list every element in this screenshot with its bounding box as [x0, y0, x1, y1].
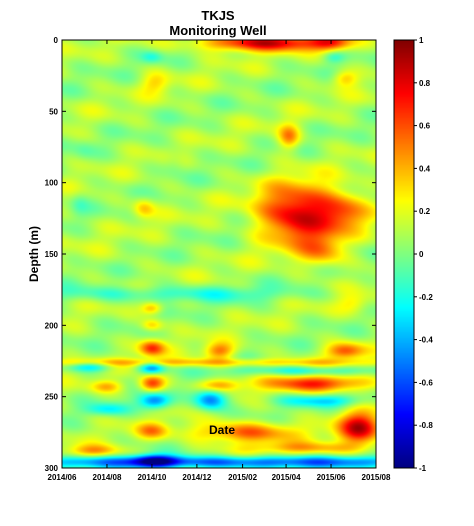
colorbar-tick-label: -0.6	[419, 378, 433, 387]
colorbar-tick-label: 0.4	[419, 164, 431, 173]
y-tick-label: 300	[45, 464, 59, 473]
x-tick-label: 2015/04	[272, 473, 301, 482]
colorbar-tick-label: 1	[419, 36, 424, 45]
heatmap-plot-area	[61, 39, 377, 469]
y-tick-label: 100	[45, 179, 59, 188]
colorbar-tick-label: -1	[419, 464, 427, 473]
y-tick-label: 200	[45, 321, 59, 330]
colorbar: 1 0.8 0.6 0.4 0.2 0 -0.2 -0.4 -0.6 -0.8 -1	[393, 36, 433, 473]
y-axis: 0 50 100 150 200 250 300	[45, 36, 376, 473]
y-tick-label: 50	[49, 107, 58, 116]
x-tick-label: 2015/02	[228, 473, 257, 482]
colorbar-tick-label: 0.6	[419, 122, 431, 131]
colorbar-tick-label: -0.2	[419, 293, 433, 302]
y-axis-label: Depth (m)	[27, 226, 41, 282]
y-tick-label: 150	[45, 250, 59, 259]
heatmap-image-container	[62, 40, 376, 468]
colorbar-image-container	[394, 40, 414, 468]
heatmap-canvas	[62, 40, 376, 468]
x-axis: 2014/06 2014/08 2014/10 2014/12 2015/02 2015/…	[48, 40, 391, 482]
colorbar-tick-label: -0.8	[419, 421, 433, 430]
x-tick-label: 2015/08	[362, 473, 391, 482]
colorbar-tick-label: -0.4	[419, 336, 433, 345]
chart-subtitle: Monitoring Well	[169, 23, 266, 38]
colorbar-tick-label: 0.2	[419, 207, 431, 216]
x-tick-label: 2014/10	[137, 473, 166, 482]
colorbar-ticks: 1 0.8 0.6 0.4 0.2 0 -0.2 -0.4 -0.6 -0.8 -1	[414, 36, 433, 473]
colorbar-tick-label: 0	[419, 250, 424, 259]
colorbar-tick-label: 0.8	[419, 79, 431, 88]
x-tick-label: 2014/08	[93, 473, 122, 482]
x-axis-label: Date	[209, 423, 235, 437]
x-tick-label: 2015/06	[317, 473, 346, 482]
colorbar-canvas	[394, 40, 414, 468]
y-tick-label: 250	[45, 393, 59, 402]
y-tick-label: 0	[54, 36, 59, 45]
x-tick-label: 2014/06	[48, 473, 77, 482]
x-tick-label: 2014/12	[182, 473, 211, 482]
chart-title: TKJS	[201, 8, 235, 23]
